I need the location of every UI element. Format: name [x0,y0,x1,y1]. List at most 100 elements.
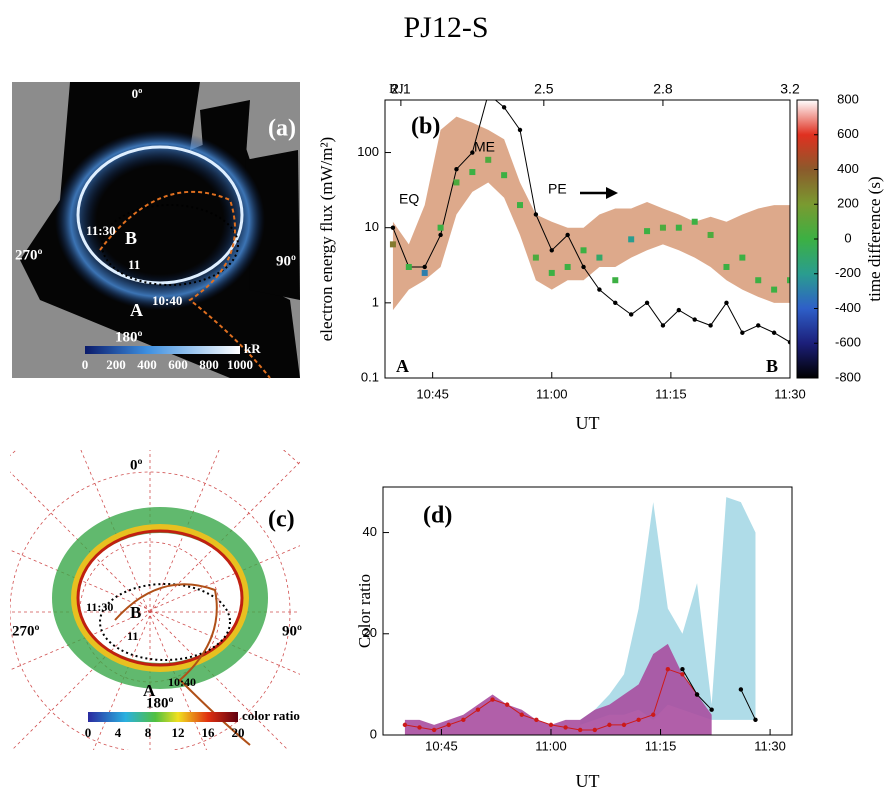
panel-label: (c) [268,507,295,533]
point [666,667,670,671]
point [563,725,567,729]
top-tick-label: 2.5 [534,81,554,97]
top-tick-label: 2.8 [653,81,673,97]
point [724,301,728,305]
colorbar-tick-label: 12 [172,725,185,740]
colorbar-tick-label: 800 [199,357,219,372]
point [753,718,757,722]
x-tick-label: 11:00 [535,738,567,753]
annotation: 10:40 [152,293,182,308]
point [680,667,684,671]
marker [501,172,507,178]
annotation: 0º [130,457,143,473]
marker [533,255,539,261]
colorbar [85,346,240,354]
annotation: 11:30 [86,600,113,614]
annotation: 90º [276,253,296,269]
point [518,128,522,132]
figure-title: PJ12-S [403,11,488,44]
top-tick-label: 2.1 [391,81,411,97]
x-axis-label: UT [576,771,600,791]
panel-label: (a) [268,116,296,142]
point [505,702,509,706]
marker [469,169,475,175]
point [740,331,744,335]
point [581,265,585,269]
point [403,723,407,727]
y-axis-label: Color ratio [355,574,374,648]
marker [422,270,428,276]
point [651,713,655,717]
x-tick-label: 11:00 [536,386,568,401]
annotation: 180º [115,329,143,345]
plot-area [403,497,758,735]
marker [390,241,396,247]
band [405,644,712,735]
point [597,287,601,291]
colorbar-tick-label: 200 [106,357,126,372]
y-tick-label: 10 [365,219,379,234]
point [709,707,713,711]
annotation: 10:40 [168,675,196,689]
y-tick-label: 40 [363,524,377,539]
annotation: B [125,228,137,248]
colorbar-tick-label: 8 [145,725,152,740]
colorbar-tick-label: 4 [115,725,122,740]
y-tick-label: 1 [372,294,379,309]
annotation: 90º [282,623,302,639]
marker [565,264,571,270]
colorbar-label: color ratio [242,708,300,723]
point [772,331,776,335]
point [613,301,617,305]
point [432,728,436,732]
point [549,723,553,727]
point [636,718,640,722]
colorbar-label: kR [244,341,261,356]
y-tick-label: 0 [370,726,377,741]
y-tick-label: 0.1 [361,369,379,384]
y-tick-label: 100 [357,144,379,159]
annotation: A [130,300,143,320]
annotation: 11 [128,257,140,272]
x-tick-label: 11:15 [655,386,687,401]
marker [676,225,682,231]
colorbar-tick-label: 800 [837,91,859,106]
x-tick-label: 11:30 [774,386,806,401]
marker [581,247,587,253]
point [645,301,649,305]
point [593,728,597,732]
point [622,723,626,727]
point [534,718,538,722]
annotation: B [766,356,778,376]
colorbar-label: time difference (s) [865,176,884,301]
annotation: PE [548,181,567,197]
y-axis-label: electron energy flux (mW/m²) [317,137,336,341]
point [391,225,395,229]
point [438,233,442,237]
annotation: 270º [12,623,40,639]
colorbar-tick-label: 1000 [227,357,253,372]
colorbar-tick-label: 20 [232,725,245,740]
point [423,265,427,269]
point [693,317,697,321]
point [486,92,490,96]
colorbar-tick-label: 400 [837,161,859,176]
marker [517,202,523,208]
marker [406,264,412,270]
marker [708,232,714,238]
colorbar-tick-label: 16 [202,725,216,740]
panel-label: (b) [411,114,440,140]
colorbar-tick-label: 0 [85,725,92,740]
x-tick-label: 11:30 [754,738,786,753]
colorbar-tick-label: 600 [837,126,859,141]
marker [739,255,745,261]
annotation: A [396,356,409,376]
point [565,233,569,237]
point [629,312,633,316]
footprint-path [100,584,230,660]
point [461,718,465,722]
colorbar-tick-label: -400 [835,300,861,315]
marker [596,255,602,261]
marker [660,225,666,231]
